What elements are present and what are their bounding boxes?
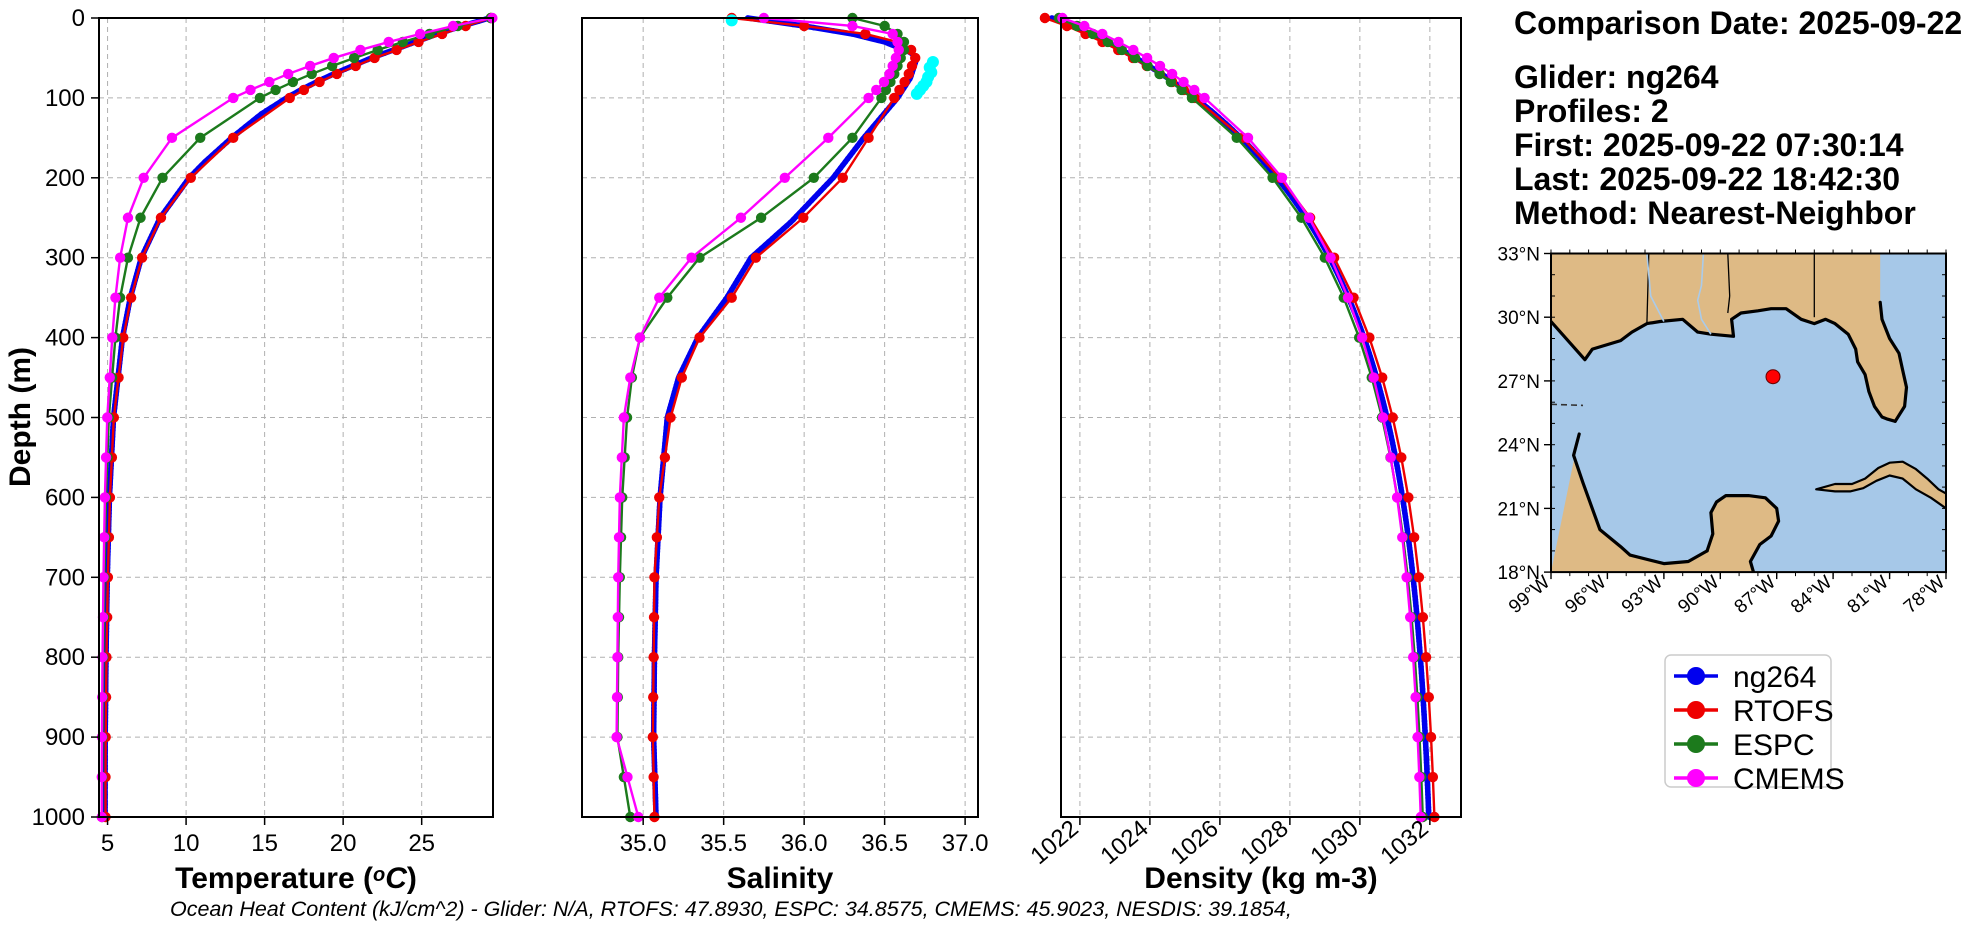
svg-text:1000: 1000 <box>32 804 85 831</box>
svg-text:0: 0 <box>72 5 85 32</box>
svg-text:21°N: 21°N <box>1498 499 1540 520</box>
svg-text:20: 20 <box>330 830 357 857</box>
svg-text:25: 25 <box>408 830 435 857</box>
svg-text:300: 300 <box>45 245 85 272</box>
svg-text:35.0: 35.0 <box>620 830 667 857</box>
svg-text:15: 15 <box>251 830 278 857</box>
svg-text:24°N: 24°N <box>1498 436 1540 457</box>
svg-text:900: 900 <box>45 724 85 751</box>
svg-text:Density (kg m-3): Density (kg m-3) <box>1144 862 1377 895</box>
svg-text:Ocean Heat Content (kJ/cm^2) -: Ocean Heat Content (kJ/cm^2) - Glider: N… <box>170 897 1292 921</box>
svg-text:CMEMS: CMEMS <box>1733 763 1845 796</box>
svg-text:200: 200 <box>45 165 85 192</box>
svg-text:600: 600 <box>45 484 85 511</box>
svg-text:35.5: 35.5 <box>700 830 747 857</box>
svg-text:5: 5 <box>101 830 114 857</box>
svg-text:Depth (m): Depth (m) <box>4 347 37 487</box>
svg-text:10: 10 <box>173 830 200 857</box>
svg-text:36.0: 36.0 <box>781 830 828 857</box>
svg-text:First: 2025-09-22 07:30:14: First: 2025-09-22 07:30:14 <box>1514 127 1904 163</box>
svg-text:Last: 2025-09-22 18:42:30: Last: 2025-09-22 18:42:30 <box>1514 161 1900 197</box>
svg-text:Method: Nearest-Neighbor: Method: Nearest-Neighbor <box>1514 195 1916 231</box>
svg-text:400: 400 <box>45 325 85 352</box>
svg-text:800: 800 <box>45 644 85 671</box>
svg-text:30°N: 30°N <box>1498 308 1540 329</box>
svg-text:37.0: 37.0 <box>942 830 989 857</box>
svg-text:Glider: ng264: Glider: ng264 <box>1514 59 1719 95</box>
svg-text:18°N: 18°N <box>1498 563 1540 584</box>
svg-text:Comparison Date: 2025-09-22: Comparison Date: 2025-09-22 <box>1514 5 1962 41</box>
svg-text:33°N: 33°N <box>1498 245 1540 266</box>
svg-text:500: 500 <box>45 405 85 432</box>
svg-text:Salinity: Salinity <box>727 862 834 895</box>
svg-text:ESPC: ESPC <box>1733 729 1815 762</box>
svg-text:700: 700 <box>45 564 85 591</box>
svg-text:ng264: ng264 <box>1733 661 1816 694</box>
svg-text:Profiles: 2: Profiles: 2 <box>1514 93 1669 129</box>
svg-text:RTOFS: RTOFS <box>1733 695 1834 728</box>
svg-text:27°N: 27°N <box>1498 372 1540 393</box>
svg-text:36.5: 36.5 <box>861 830 908 857</box>
svg-text:100: 100 <box>45 85 85 112</box>
